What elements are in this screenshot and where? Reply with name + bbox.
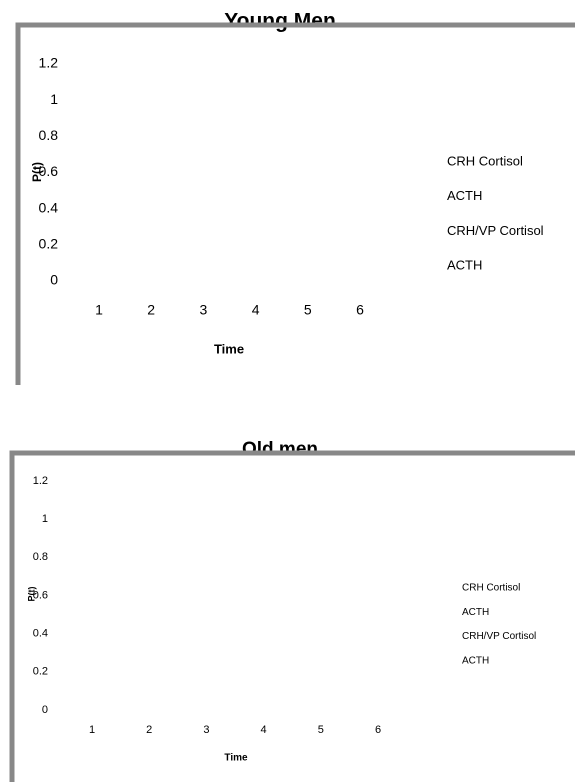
y-tick-label: 0.8: [39, 127, 59, 143]
x-tick-label: 3: [203, 724, 209, 736]
chart-title: Old men: [242, 439, 318, 460]
legend-label: CRH/VP Cortisol: [462, 631, 536, 642]
y-tick-label: 1.2: [39, 55, 59, 71]
y-axis-title: P(t): [26, 587, 36, 602]
legend-label: ACTH: [462, 607, 489, 618]
x-tick-label: 2: [146, 724, 152, 736]
y-tick-label: 0.4: [39, 199, 59, 215]
x-axis-title: Time: [224, 753, 248, 764]
y-tick-label: 0.2: [39, 236, 59, 252]
legend-label: ACTH: [462, 656, 489, 667]
y-tick-label: 1: [42, 513, 48, 525]
chart: Young Men 0 0.2 0.4 0.6 0.8 1 1.2 1 2 3 4 5 6 Time P(t)…: [15, 10, 575, 385]
y-axis-title: P(t): [30, 162, 44, 182]
x-tick-label: 2: [147, 302, 155, 318]
y-tick-label: 0: [42, 704, 48, 716]
y-tick-label: 0.2: [33, 666, 48, 678]
chart-title: Young Men: [224, 10, 336, 33]
x-axis-title: Time: [214, 341, 244, 356]
legend-label: CRH/VP Cortisol: [447, 223, 544, 238]
y-tick-label: 1: [50, 91, 58, 107]
y-tick-label: 0.4: [33, 628, 48, 640]
chart-frame: [15, 22, 575, 385]
x-tick-label: 5: [304, 302, 312, 318]
legend-label: CRH Cortisol: [447, 153, 523, 168]
y-tick-label: 0.8: [33, 551, 48, 563]
chart: Old men 0 0.2 0.4 0.6 0.8 1 1.2 1 2 3 4 5 6 Time P(t) CR…: [9, 439, 575, 782]
x-tick-label: 6: [375, 724, 381, 736]
x-tick-label: 1: [89, 724, 95, 736]
y-tick-label: 0: [50, 272, 58, 288]
y-tick-label: 0.6: [33, 589, 48, 601]
y-tick-label: 1.2: [33, 475, 48, 487]
x-tick-label: 5: [318, 724, 324, 736]
x-tick-label: 4: [261, 724, 267, 736]
y-tick-label: 0.6: [39, 163, 59, 179]
x-tick-label: 1: [95, 302, 103, 318]
chart-frame: [9, 450, 575, 782]
x-tick-label: 4: [252, 302, 260, 318]
legend-label: CRH Cortisol: [462, 583, 520, 594]
legend-label: ACTH: [447, 188, 482, 203]
legend-label: ACTH: [447, 258, 482, 273]
x-tick-label: 6: [356, 302, 364, 318]
x-tick-label: 3: [200, 302, 208, 318]
